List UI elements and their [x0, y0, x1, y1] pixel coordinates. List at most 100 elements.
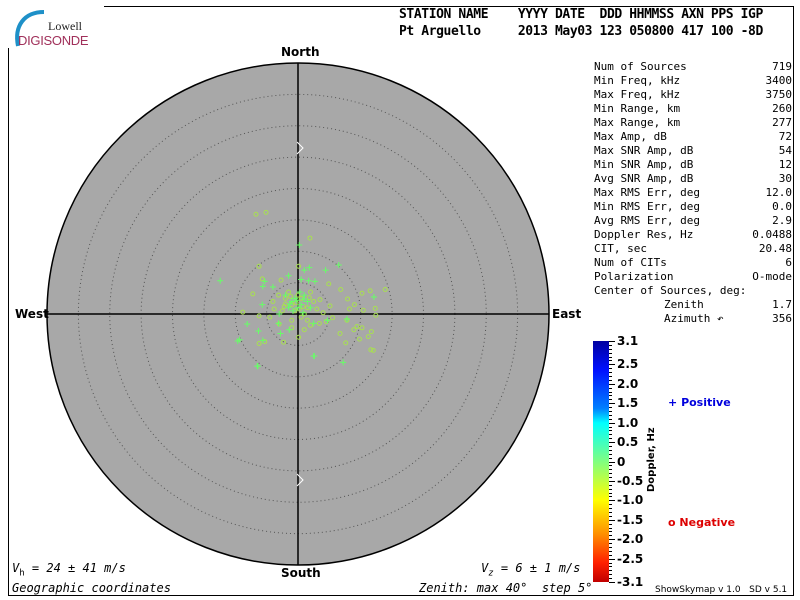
colorbar-minor-tick	[609, 527, 612, 529]
negative-doppler-point	[267, 314, 273, 320]
positive-doppler-point	[306, 264, 313, 271]
colorbar-minor-tick	[609, 500, 612, 502]
positive-doppler-point	[277, 330, 284, 337]
stat-value: 0.0	[772, 200, 792, 213]
negative-doppler-point	[337, 330, 343, 336]
colorbar-minor-tick	[609, 445, 612, 447]
colorbar-tick: -2.5	[617, 551, 644, 566]
negative-doppler-point	[311, 298, 317, 304]
positive-doppler-point	[301, 292, 308, 299]
negative-doppler-point	[308, 289, 314, 295]
colorbar-minor-tick	[609, 407, 612, 409]
colorbar-minor-tick	[609, 434, 612, 436]
negative-doppler-point	[296, 306, 302, 312]
positive-doppler-point	[285, 272, 292, 279]
colorbar-minor-tick	[609, 414, 612, 416]
negative-doppler-point	[289, 317, 295, 323]
positive-doppler-point	[324, 317, 331, 324]
positive-doppler-point	[289, 307, 296, 314]
colorbar-minor-tick	[609, 403, 612, 405]
label-south: South	[281, 566, 321, 580]
colorbar-tick: 0.5	[617, 435, 639, 450]
colorbar-minor-tick	[609, 449, 612, 451]
stat-row: Num of Sources 719	[594, 60, 792, 74]
negative-doppler-point	[317, 297, 323, 303]
stat-label: Polarization	[594, 270, 674, 283]
stat-label: Min RMS Err, deg	[594, 200, 700, 213]
stat-row: CIT, sec 20.48	[594, 242, 792, 256]
negative-doppler-point	[278, 277, 284, 283]
colorbar-tick: -3.1	[617, 575, 644, 589]
stat-label: Num of Sources	[594, 60, 687, 73]
stat-value: 20.48	[758, 242, 792, 255]
stat-row: Min SNR Amp, dB 12	[594, 158, 792, 172]
negative-doppler-point	[351, 327, 357, 333]
colorbar-minor-tick	[609, 391, 612, 393]
colorbar-minor-tick	[609, 352, 612, 354]
colorbar-tick: 0	[617, 454, 626, 469]
negative-doppler-point	[370, 347, 376, 353]
colorbar-tick-mark	[609, 403, 615, 405]
positive-doppler-point	[305, 277, 312, 284]
stat-row: Polarization O-mode	[594, 270, 792, 284]
colorbar-tick-mark	[609, 519, 615, 521]
colorbar-label: Doppler, Hz	[646, 427, 657, 492]
positive-doppler-point	[307, 304, 314, 311]
stat-value: 3750	[765, 88, 793, 101]
colorbar-minor-tick	[609, 387, 612, 389]
stat-label: Avg SNR Amp, dB	[594, 172, 694, 185]
colorbar-minor-tick	[609, 539, 612, 541]
positive-doppler-point	[261, 278, 268, 285]
colorbar-minor-tick	[609, 457, 612, 459]
colorbar-minor-tick	[609, 399, 612, 401]
colorbar-minor-tick	[609, 477, 612, 479]
colorbar-minor-tick	[609, 535, 612, 537]
positive-doppler-point	[322, 267, 329, 274]
negative-doppler-point	[351, 302, 357, 308]
zenith-note: Zenith: max 40° step 5°	[419, 581, 593, 595]
logo-line1: Lowell	[48, 19, 82, 33]
center-azimuth: Azimuth ↶ 356	[664, 312, 792, 325]
stat-row: Min Freq, kHz 3400	[594, 74, 792, 88]
center-title: Center of Sources, deg:	[594, 284, 747, 297]
negative-doppler-point	[320, 310, 326, 316]
stat-row: Num of CITs 6	[594, 256, 792, 270]
positive-doppler-point	[298, 301, 305, 308]
label-north: North	[281, 45, 320, 59]
negative-doppler-point	[281, 339, 287, 345]
negative-doppler-point	[298, 314, 304, 320]
marker-chevron-south	[296, 473, 304, 487]
stat-row: Avg RMS Err, deg 2.9	[594, 214, 792, 228]
stat-label: Doppler Res, Hz	[594, 228, 694, 241]
stat-label: Max Freq, kHz	[594, 88, 681, 101]
positive-doppler-point	[310, 320, 317, 327]
positive-doppler-point	[244, 321, 251, 328]
negative-doppler-point	[367, 288, 373, 294]
positive-doppler-point	[293, 297, 300, 304]
colorbar-minor-tick	[609, 465, 612, 467]
stat-row: Max Range, km 277	[594, 116, 792, 130]
stat-row: Max SNR Amp, dB 54	[594, 144, 792, 158]
logo-swoosh-icon	[15, 10, 45, 47]
colorbar-minor-tick	[609, 515, 612, 517]
plus-icon: +	[668, 396, 678, 409]
negative-doppler-point	[359, 290, 365, 296]
stat-label: Max Amp, dB	[594, 130, 667, 143]
digisonde-logo: Lowell DIGISONDE	[4, 6, 104, 48]
negative-doppler-point	[323, 319, 329, 325]
colorbar-minor-tick	[609, 512, 612, 514]
positive-doppler-point	[310, 353, 317, 360]
stat-row: Max Amp, dB 72	[594, 130, 792, 144]
stat-row: Avg SNR Amp, dB 30	[594, 172, 792, 186]
stat-value: 277	[772, 116, 792, 129]
positive-doppler-point	[301, 267, 308, 274]
stat-label: Max SNR Amp, dB	[594, 144, 694, 157]
negative-doppler-point	[368, 329, 374, 335]
colorbar-minor-tick	[609, 344, 612, 346]
negative-doppler-point	[360, 307, 366, 313]
stat-label: Max RMS Err, deg	[594, 186, 700, 199]
azimuth-arrow-icon: ↶	[716, 312, 724, 325]
stat-label: CIT, sec	[594, 242, 647, 255]
colorbar-minor-tick	[609, 566, 612, 568]
